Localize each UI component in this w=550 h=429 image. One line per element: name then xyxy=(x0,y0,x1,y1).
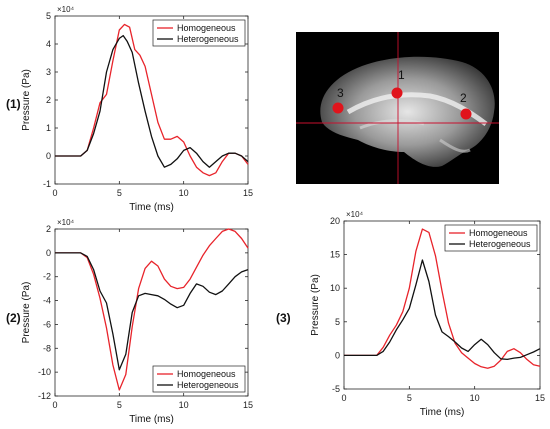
y-tick-label-2-0: -12 xyxy=(38,391,51,401)
x-tick-label-3-0: 0 xyxy=(341,393,346,403)
series-line-heterogeneous-1 xyxy=(55,34,249,168)
legend-label-homogeneous-2: Homogeneous xyxy=(177,369,236,379)
x-tick-label-1-2: 10 xyxy=(179,188,189,198)
y-tick-label-1-2: 1 xyxy=(46,123,51,133)
brain-marker-2 xyxy=(460,108,472,120)
series-line-homogeneous-3 xyxy=(344,228,541,369)
y-tick-label-1-4: 3 xyxy=(46,67,51,77)
panel-label-1: (1) xyxy=(6,97,21,111)
y-tick-label-3-3: 10 xyxy=(330,283,340,293)
brain-marker-1 xyxy=(391,87,403,99)
y-tick-label-1-6: 5 xyxy=(46,11,51,21)
x-axis-label-1: Time (ms) xyxy=(129,202,174,213)
y-axis-label-2: Pressure (Pa) xyxy=(21,282,32,344)
y-exponent-label-1: ×10⁴ xyxy=(57,5,75,14)
y-axis-label-1: Pressure (Pa) xyxy=(21,69,32,131)
legend-box-1 xyxy=(152,19,246,47)
brain-silhouette xyxy=(320,56,495,167)
series-line-heterogeneous-3 xyxy=(344,259,541,361)
y-tick-label-2-3: -6 xyxy=(43,319,51,329)
x-axis-label-2: Time (ms) xyxy=(129,414,174,425)
series-line-homogeneous-1 xyxy=(55,23,249,177)
legend-label-heterogeneous-3: Heterogeneous xyxy=(469,239,531,249)
y-tick-label-2-7: 2 xyxy=(46,224,51,234)
x-axis-label-3: Time (ms) xyxy=(420,407,465,418)
y-exponent-label-2: ×10⁴ xyxy=(57,218,75,227)
y-tick-label-2-4: -4 xyxy=(43,296,51,306)
panel-label-2: (2) xyxy=(6,311,21,325)
x-tick-label-2-1: 5 xyxy=(117,400,122,410)
legend-label-heterogeneous-1: Heterogeneous xyxy=(177,34,239,44)
chart-panel-2: 0 5 10 15 -12 -10 -8 -6 -4 -2 0 2 Time (ms) Pressure … xyxy=(21,218,253,425)
brain-label-3: 3 xyxy=(337,86,344,100)
y-tick-label-3-4: 15 xyxy=(330,250,340,260)
series-line-homogeneous-2 xyxy=(55,228,249,391)
x-tick-label-2-0: 0 xyxy=(52,400,57,410)
x-tick-label-1-0: 0 xyxy=(52,188,57,198)
x-tick-label-3-3: 15 xyxy=(535,393,545,403)
x-tick-label-3-2: 10 xyxy=(470,393,480,403)
y-tick-label-2-6: 0 xyxy=(46,248,51,258)
legend-label-heterogeneous-2: Heterogeneous xyxy=(177,380,239,390)
y-tick-label-2-2: -8 xyxy=(43,343,51,353)
legend-box-2 xyxy=(152,365,246,393)
y-tick-label-1-3: 2 xyxy=(46,95,51,105)
legend-label-homogeneous-1: Homogeneous xyxy=(177,23,236,33)
y-tick-label-2-1: -10 xyxy=(38,367,51,377)
series-line-heterogeneous-2 xyxy=(55,252,249,371)
cerebellum-shape xyxy=(439,138,471,153)
x-tick-label-2-2: 10 xyxy=(179,400,189,410)
y-tick-label-1-1: 0 xyxy=(46,151,51,161)
y-tick-label-3-2: 5 xyxy=(335,317,340,327)
legend-label-homogeneous-3: Homogeneous xyxy=(469,228,528,238)
legend-box-3 xyxy=(444,224,538,252)
x-tick-label-3-1: 5 xyxy=(407,393,412,403)
x-tick-label-2-3: 15 xyxy=(243,400,253,410)
brain-label-1: 1 xyxy=(398,68,405,82)
y-tick-label-1-0: -1 xyxy=(43,179,51,189)
y-tick-label-2-5: -2 xyxy=(43,272,51,282)
y-tick-label-3-5: 20 xyxy=(330,216,340,226)
y-exponent-label-3: ×10⁴ xyxy=(346,210,364,219)
x-tick-label-1-3: 15 xyxy=(243,188,253,198)
x-tick-label-1-1: 5 xyxy=(117,188,122,198)
brain-image-panel: 1 2 3 xyxy=(296,32,499,184)
brain-marker-3 xyxy=(332,102,344,114)
y-axis-label-3: Pressure (Pa) xyxy=(310,274,321,336)
y-tick-label-3-1: 0 xyxy=(335,350,340,360)
y-tick-label-3-0: -5 xyxy=(332,384,340,394)
y-tick-label-1-5: 4 xyxy=(46,39,51,49)
panel-label-3: (3) xyxy=(276,311,291,325)
brain-label-2: 2 xyxy=(460,91,467,105)
